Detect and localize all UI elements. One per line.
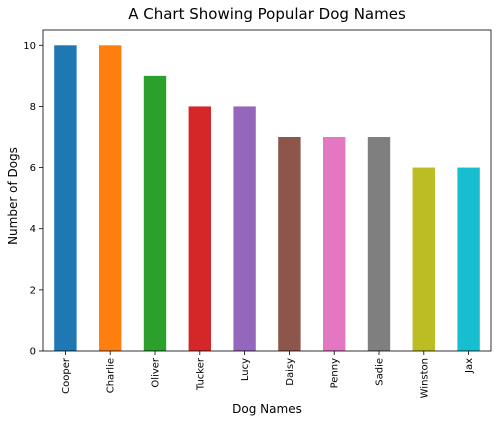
y-tick-label: 6 — [30, 163, 36, 174]
bar-winston — [412, 167, 435, 351]
bar-tucker — [188, 106, 211, 352]
bar-jax — [457, 167, 480, 351]
x-tick-label: Daisy — [285, 358, 296, 386]
x-tick-label: Jax — [464, 358, 475, 374]
x-tick-label: Winston — [419, 358, 430, 398]
y-tick-label: 2 — [30, 285, 36, 296]
bar-charlie — [99, 45, 122, 351]
bar-lucy — [233, 106, 256, 352]
chart-title: A Chart Showing Popular Dog Names — [128, 5, 406, 23]
bar-penny — [323, 137, 346, 351]
bar-sadie — [367, 137, 391, 351]
y-tick-label: 4 — [30, 224, 36, 235]
y-tick-label: 8 — [30, 102, 36, 113]
x-tick-label: Cooper — [61, 357, 72, 394]
x-tick-label: Tucker — [195, 357, 206, 391]
bar-cooper — [54, 45, 77, 351]
x-tick-label: Sadie — [375, 358, 386, 386]
x-tick-label: Lucy — [240, 358, 251, 381]
bar-oliver — [143, 75, 167, 352]
x-axis-label: Dog Names — [232, 402, 302, 416]
y-tick-label: 10 — [23, 41, 36, 52]
y-axis-label: Number of Dogs — [6, 147, 20, 245]
bar-daisy — [278, 137, 301, 351]
plot-frame — [42, 29, 492, 352]
plot-area: 0 2 4 6 8 10 Cooper Charlie Oliver Tucker Lucy Dais… — [23, 29, 492, 398]
x-tick-label: Charlie — [106, 358, 117, 393]
x-tick-label: Oliver — [151, 357, 162, 387]
x-tick-label: Penny — [330, 358, 341, 389]
y-tick-label: 0 — [30, 347, 36, 358]
